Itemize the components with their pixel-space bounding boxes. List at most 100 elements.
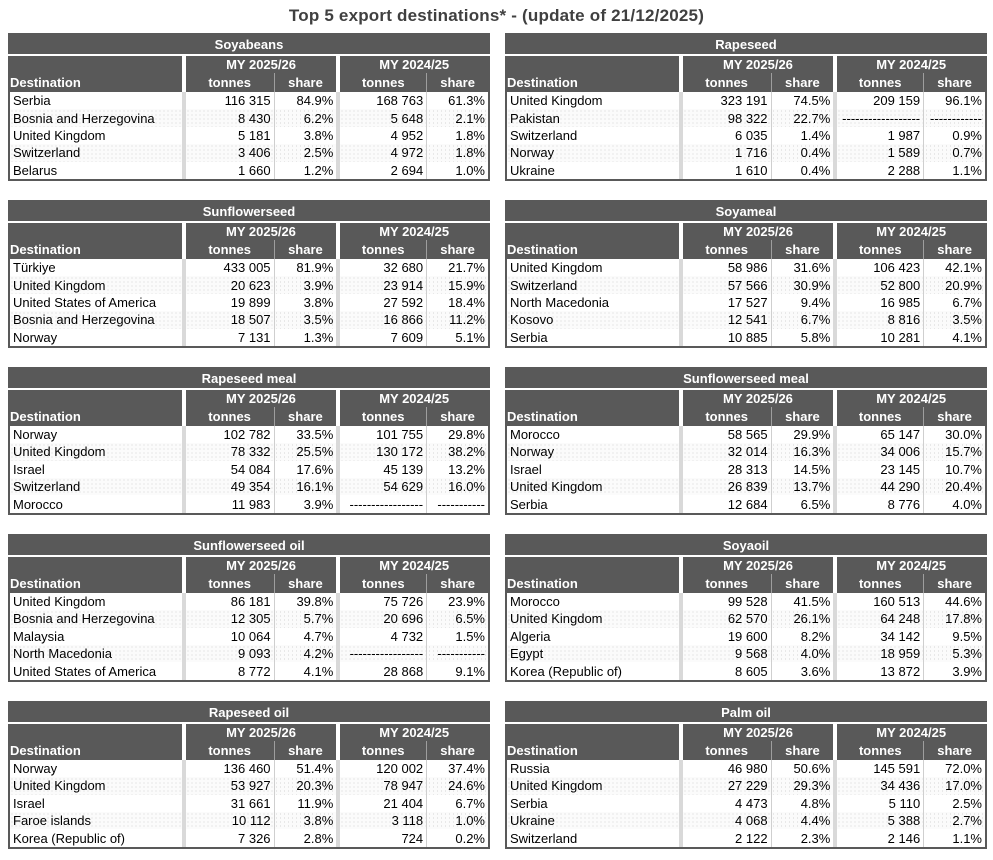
my-current-header: MY 2025/26 <box>185 221 337 240</box>
marketing-year-row: MY 2025/26 MY 2024/25 <box>506 221 986 240</box>
table-title: Rapeseed <box>506 34 986 56</box>
column-separator <box>181 55 186 73</box>
share-current-cell: 4.1% <box>273 662 337 681</box>
tonnes-current-cell: 17 527 <box>727 294 768 310</box>
tonnes-previous-cell: 78 947 <box>340 777 427 795</box>
tonnes-current-cell: 18 507 <box>185 311 275 329</box>
share-previous-cell: 0.9% <box>923 126 986 145</box>
my-previous-header: MY 2024/25 <box>340 722 489 741</box>
column-separator <box>336 592 341 611</box>
share-previous-header: share <box>426 406 489 426</box>
tonnes-current-cell: 9 093 <box>185 645 275 663</box>
tonnes-current-cell: 12 305 <box>185 610 275 628</box>
column-separator <box>181 495 186 514</box>
destination-cell: Bosnia and Herzegovina <box>9 109 182 127</box>
tonnes-current-cell: 1 610 <box>734 162 768 178</box>
column-header-row: Destination tonnes share tonnes share <box>506 740 986 760</box>
tonnes-current-cell: 12 541 <box>682 311 772 329</box>
table-row: Switzerland 57 566 30.9% 52 800 20.9% <box>506 276 986 294</box>
my-previous-header: MY 2024/25 <box>340 221 489 240</box>
tonnes-current-header: tonnes <box>185 406 275 426</box>
share-current-cell: 0.4% <box>770 161 834 180</box>
tonnes-current-cell: 62 570 <box>682 610 772 628</box>
tonnes-previous-cell: 64 248 <box>837 610 924 628</box>
column-separator <box>181 73 186 92</box>
column-separator <box>833 276 838 294</box>
share-current-cell: 4.0% <box>770 645 834 663</box>
my-current-header: MY 2025/26 <box>682 221 834 240</box>
header-spacer <box>9 388 182 407</box>
share-previous-cell: 23.9% <box>426 592 489 611</box>
column-separator <box>336 126 341 145</box>
column-separator <box>181 328 186 347</box>
table-title: Soyaoil <box>506 534 986 557</box>
column-separator <box>181 443 186 461</box>
share-previous-cell: 37.4% <box>426 759 489 778</box>
share-previous-cell: 1.1% <box>923 829 986 848</box>
share-current-cell: 30.9% <box>770 276 834 294</box>
share-current-cell: 1.2% <box>273 161 337 180</box>
tonnes-previous-header: tonnes <box>340 573 427 593</box>
share-previous-header: share <box>923 740 986 760</box>
table-row: Switzerland 6 035 1.4% 1 987 0.9% <box>506 126 986 145</box>
table-row: Bosnia and Herzegovina 8 430 6.2% 5 648 2.1% <box>9 109 489 127</box>
column-separator <box>336 311 341 329</box>
destination-cell: Türkiye <box>13 260 56 276</box>
share-current-header: share <box>770 406 834 426</box>
header-spacer <box>506 55 679 73</box>
share-current-cell: 3.8% <box>273 126 337 145</box>
column-separator <box>678 126 683 145</box>
commodity-table-sunflowerseed-oil: Sunflowerseed oil MY 2025/26 MY 2024/25 … <box>8 533 490 682</box>
tonnes-current-cell: 20 623 <box>185 276 275 294</box>
column-separator <box>678 276 683 294</box>
share-previous-cell: 6.7% <box>426 794 489 812</box>
commodity-table-sunflowerseed-meal: Sunflowerseed meal MY 2025/26 MY 2024/25… <box>505 366 987 515</box>
destination-cell: Ukraine <box>510 162 555 178</box>
table-title: Palm oil <box>506 701 986 724</box>
column-separator <box>833 92 838 110</box>
tonnes-current-cell: 28 313 <box>727 461 768 477</box>
table-body: Türkiye 433 005 81.9% 32 680 21.7% United Kin… <box>9 258 489 347</box>
column-separator <box>181 610 186 628</box>
column-separator <box>678 759 683 778</box>
table-title: Sunflowerseed meal <box>506 367 986 390</box>
column-separator <box>336 161 341 180</box>
share-previous-cell: ----------- <box>426 645 489 663</box>
column-separator <box>336 276 341 294</box>
table-row: Egypt 9 568 4.0% 18 959 5.3% <box>506 645 986 663</box>
header-spacer <box>506 722 679 741</box>
share-current-cell: 20.3% <box>273 777 337 795</box>
column-header-row: Destination tonnes share tonnes share <box>506 73 986 92</box>
share-previous-cell: 38.2% <box>426 443 489 461</box>
column-separator <box>336 258 341 277</box>
destination-header: Destination <box>506 740 679 760</box>
share-current-cell: 6.2% <box>273 109 337 127</box>
column-header-row: Destination tonnes share tonnes share <box>9 573 489 593</box>
share-current-cell: 26.1% <box>770 610 834 628</box>
column-separator <box>336 425 341 444</box>
table-row: Bosnia and Herzegovina 12 305 5.7% 20 696 6.… <box>9 610 489 628</box>
column-separator <box>336 627 341 646</box>
table-title: Rapeseed meal <box>9 367 489 390</box>
table-body: Norway 102 782 33.5% 101 755 29.8% United Kin… <box>9 425 489 514</box>
tonnes-previous-cell: 5 648 <box>340 109 427 127</box>
tonnes-current-cell: 19 899 <box>230 294 271 310</box>
table-row: Morocco 58 565 29.9% 65 147 30.0% <box>506 425 986 444</box>
column-separator <box>336 293 341 312</box>
column-separator <box>336 662 341 681</box>
share-previous-header: share <box>923 573 986 593</box>
share-current-header: share <box>273 239 337 259</box>
tonnes-previous-cell: 106 423 <box>873 260 921 276</box>
destination-cell: United Kingdom <box>506 777 679 795</box>
column-separator <box>181 425 186 444</box>
column-separator <box>833 388 838 407</box>
tonnes-previous-cell: 2 288 <box>887 162 921 178</box>
share-previous-header: share <box>426 740 489 760</box>
share-current-cell: 9.4% <box>770 293 834 312</box>
tonnes-current-cell: 32 014 <box>682 443 772 461</box>
tonnes-current-cell: 3 406 <box>185 144 275 162</box>
column-separator <box>678 555 683 574</box>
column-separator <box>678 443 683 461</box>
table-row: Norway 102 782 33.5% 101 755 29.8% <box>9 425 489 444</box>
table-row: United Kingdom 58 986 31.6% 106 423 42.1% <box>506 258 986 277</box>
